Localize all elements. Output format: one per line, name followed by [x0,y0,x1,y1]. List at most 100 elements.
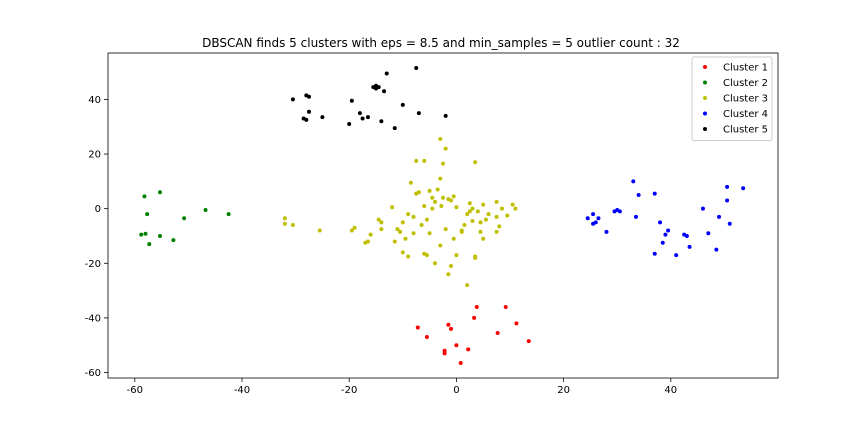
data-point [486,212,491,217]
data-point [687,244,692,249]
data-point [495,330,500,335]
data-point [717,214,722,219]
data-point [395,227,400,232]
data-point [725,198,730,203]
data-point [674,253,679,258]
data-point [513,206,518,211]
data-point [604,229,609,234]
data-point [633,214,638,219]
data-point [392,239,397,244]
data-point [368,232,373,237]
data-point [441,161,445,166]
data-point [652,251,657,256]
data-point [514,321,519,326]
data-point [304,117,309,122]
data-point [408,180,413,185]
data-point [443,113,448,118]
x-tick-label: 40 [664,385,677,396]
legend-marker [703,65,707,69]
data-point [424,253,429,258]
data-point [307,109,311,114]
legend-label: Cluster 2 [723,78,768,89]
x-tick-label: -60 [127,385,143,396]
chart-title: DBSCAN finds 5 clusters with eps = 8.5 a… [202,36,680,50]
data-point [203,208,208,213]
data-point [422,203,427,208]
data-point [411,214,416,219]
legend-item: Cluster 3 [703,94,768,105]
data-point [466,347,471,352]
data-point [145,212,150,217]
x-tick-label: 20 [557,385,570,396]
data-point [416,111,421,116]
data-point [494,229,499,234]
legend-label: Cluster 4 [723,109,768,120]
data-point [406,254,411,259]
data-point [379,119,384,124]
data-point [400,102,405,107]
data-point [449,264,454,269]
data-point [666,228,671,233]
series-cluster-3 [282,137,518,288]
data-point [347,122,352,127]
data-point [483,217,488,222]
data-point [454,343,459,348]
data-point [441,195,445,200]
data-point [424,335,429,340]
data-point [439,203,444,208]
data-point [617,209,622,214]
data-point [390,205,395,210]
data-point [357,111,362,116]
data-point [473,254,478,259]
data-point [400,250,405,255]
data-point [427,188,432,193]
legend-label: Cluster 5 [723,125,768,136]
data-point [157,190,162,195]
data-point [352,225,357,230]
legend-marker [703,127,707,131]
data-point [585,216,590,221]
data-point [446,272,451,277]
data-point [459,229,464,234]
legend-item: Cluster 5 [703,125,768,136]
data-point [147,242,152,247]
data-point [458,360,463,365]
data-point [379,220,384,225]
legend-label: Cluster 1 [723,63,768,74]
data-point [139,232,144,237]
data-point [415,325,420,330]
y-tick-label: -60 [85,368,101,379]
y-tick-label: -40 [85,313,101,324]
data-point [474,304,479,309]
x-tick-label: -40 [234,385,250,396]
data-point [503,304,508,309]
data-point [505,213,510,218]
data-point [446,322,451,327]
data-point [376,85,381,90]
data-point [317,228,322,233]
data-point [416,190,421,195]
data-point [467,209,472,214]
data-point [290,223,295,228]
data-point [406,212,411,217]
data-point [475,209,480,214]
data-point [307,94,311,99]
data-point [449,326,454,331]
data-point [497,224,502,229]
data-point [320,115,325,120]
data-point [182,216,187,221]
data-point [430,206,435,211]
data-point [454,253,459,258]
data-point [714,247,719,252]
data-point [382,89,387,94]
data-point [427,231,432,236]
data-point [392,126,397,131]
series-cluster-2 [139,190,231,247]
data-point [438,243,443,248]
y-tick-label: 40 [88,95,101,106]
series-cluster-1 [415,304,531,365]
data-point [432,199,437,204]
series-cluster-4 [585,179,746,258]
data-point [481,202,486,207]
